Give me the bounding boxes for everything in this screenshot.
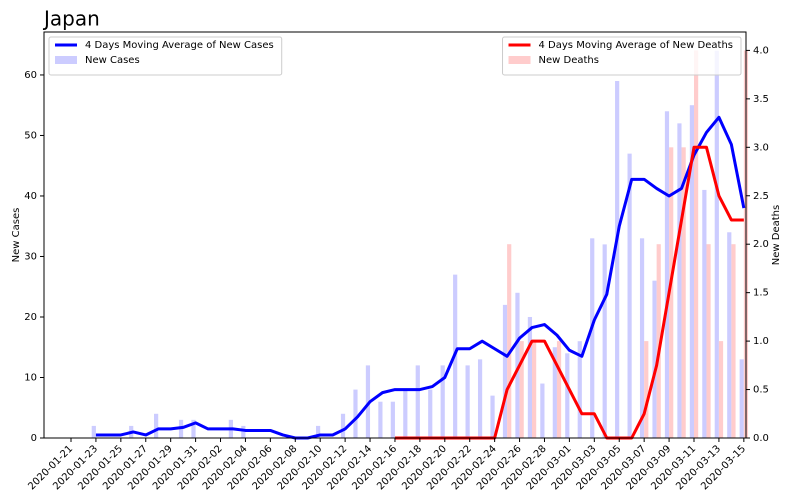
y-tick-label: 30 (24, 251, 37, 262)
bar (340, 413, 346, 438)
legend-label: 4 Days Moving Average of New Deaths (539, 40, 733, 51)
bar (490, 395, 495, 438)
bar (644, 341, 649, 438)
bar (677, 123, 682, 439)
bar (191, 419, 196, 438)
y2-axis-label: New Deaths (771, 205, 782, 265)
bar (727, 232, 732, 438)
x-tick-label: 2020-03-15 (699, 443, 748, 492)
bar (639, 238, 645, 438)
y-tick-label: 40 (24, 191, 37, 202)
bar (590, 238, 595, 438)
bar (656, 244, 661, 438)
legend-box (502, 36, 742, 76)
bar (477, 359, 483, 438)
bar (428, 389, 433, 438)
bar (465, 365, 470, 438)
bar (241, 425, 246, 438)
bar (540, 383, 545, 438)
bar (378, 401, 383, 438)
bar (502, 304, 508, 438)
bar (91, 425, 96, 438)
chart-title: Japan (42, 7, 100, 31)
bar (739, 359, 744, 438)
bar (519, 341, 524, 438)
y2-tick-label: 0.5 (753, 385, 769, 396)
bar (664, 111, 670, 438)
bar (602, 244, 607, 438)
bar (515, 292, 520, 438)
y2-tick-label: 0.0 (753, 433, 769, 444)
bar (552, 347, 557, 438)
legend-swatch (508, 56, 531, 64)
legend-swatch (55, 56, 77, 64)
bar (615, 81, 620, 438)
bar (154, 413, 159, 438)
legend: 4 Days Moving Average of New Cases New Ca… (48, 36, 283, 76)
bar (556, 341, 562, 438)
legend-label: New Cases (85, 55, 140, 66)
bar (731, 244, 736, 438)
legend-box (48, 36, 283, 76)
y-tick-label: 10 (24, 372, 37, 383)
y2-tick-label: 4.0 (753, 45, 769, 56)
y2-tick-label: 2.0 (753, 239, 769, 250)
y2-tick-label: 3.5 (753, 94, 769, 105)
bar (415, 365, 420, 438)
y-tick-label: 0 (31, 433, 37, 444)
bar (316, 425, 321, 438)
bar (440, 365, 445, 438)
bar (706, 244, 711, 438)
bar (365, 365, 371, 438)
bar (507, 244, 512, 438)
bar (565, 353, 570, 438)
bar (353, 389, 358, 438)
legend-label: 4 Days Moving Average of New Cases (85, 40, 274, 51)
bar (652, 280, 657, 438)
y2-tick-label: 1.5 (753, 288, 769, 299)
y2-tick-label: 3.0 (753, 142, 769, 153)
y2-tick-label: 1.0 (753, 336, 769, 347)
y-axis-label: New Cases (11, 208, 22, 263)
y-tick-label: 60 (24, 70, 37, 81)
legend-label: New Deaths (539, 55, 599, 66)
y2-tick-label: 2.5 (753, 191, 769, 202)
bar (403, 389, 408, 438)
y-tick-label: 50 (24, 130, 37, 141)
bar (694, 50, 699, 439)
bar (577, 341, 582, 438)
bar (527, 316, 533, 438)
bar (390, 401, 395, 438)
bar (718, 341, 724, 438)
bar (681, 147, 686, 439)
legend: 4 Days Moving Average of New Deaths New D… (502, 36, 742, 76)
bar (689, 105, 694, 439)
bar (702, 189, 707, 438)
bar (669, 147, 674, 439)
bar (627, 153, 632, 439)
y-tick-label: 20 (24, 312, 37, 323)
line (95, 115, 746, 440)
bar (714, 50, 719, 438)
bar (532, 341, 537, 438)
